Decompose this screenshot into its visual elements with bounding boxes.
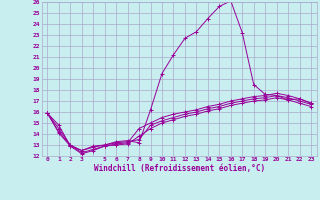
X-axis label: Windchill (Refroidissement éolien,°C): Windchill (Refroidissement éolien,°C) [94,164,265,173]
